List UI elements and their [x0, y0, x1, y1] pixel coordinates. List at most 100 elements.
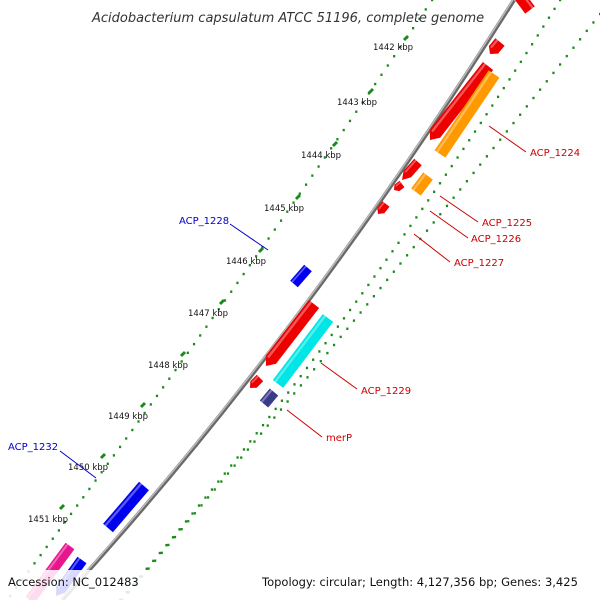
guide-dot: [519, 113, 522, 116]
gene-label-acp1229[interactable]: ACP_1229: [361, 386, 411, 397]
guide-dot: [236, 281, 239, 285]
gene-label-acp1228[interactable]: ACP_1228: [179, 216, 229, 227]
gene-arrow-1228[interactable]: [290, 264, 312, 288]
guide-dot: [233, 464, 236, 467]
guide-dot: [317, 165, 320, 168]
gene-arrow-top[interactable]: [513, 0, 535, 14]
gene-label-merp[interactable]: merP: [326, 433, 352, 444]
guide-dot: [33, 562, 36, 565]
guide-dot: [492, 146, 495, 150]
guide-dot: [220, 480, 223, 483]
guide-dot: [137, 420, 140, 423]
tick-mark: [294, 193, 302, 201]
guide-dot: [63, 520, 67, 524]
guide-dot: [217, 480, 220, 483]
guide-dot: [100, 470, 103, 474]
gene-arrow-1232[interactable]: [103, 481, 149, 533]
gene-arrow-1229-red[interactable]: [265, 300, 320, 366]
guide-dot: [112, 454, 116, 457]
gene-arrow-1224-red[interactable]: [429, 62, 494, 140]
gene-label-acp1232[interactable]: ACP_1232: [8, 442, 58, 453]
guide-dot: [505, 130, 508, 133]
tick-label-1451: 1451 kbp: [28, 515, 68, 525]
guide-dot: [372, 295, 375, 298]
guide-dot: [57, 529, 60, 532]
guide-dot: [200, 504, 203, 507]
gene-label-acp1225[interactable]: ACP_1225: [482, 218, 532, 229]
guide-dot: [411, 26, 415, 30]
guide-dot: [173, 535, 177, 539]
guide-dot: [274, 407, 277, 411]
guide-dot: [326, 351, 329, 355]
guide-dot: [293, 392, 296, 395]
tick-mark: [218, 298, 226, 306]
gene-label-acp1224[interactable]: ACP_1224: [530, 148, 580, 159]
guide-dot: [261, 423, 265, 427]
gene-label-acp1226[interactable]: ACP_1226: [471, 234, 521, 245]
tick-mark: [367, 87, 375, 95]
gene-arrow-1226-shine: [395, 181, 402, 187]
guide-dot: [553, 7, 556, 11]
guide-dot: [306, 376, 309, 379]
guide-dot: [267, 237, 270, 240]
guide-dot: [39, 553, 42, 557]
guide-dot: [485, 113, 488, 116]
gene-arrow-1229-cyan[interactable]: [272, 314, 334, 388]
guide-dot: [205, 325, 208, 328]
guide-dot: [579, 38, 582, 41]
guide-dot: [438, 182, 442, 185]
guide-dot: [456, 156, 459, 159]
guide-dot: [512, 121, 515, 125]
gene-arrow-1224-orange[interactable]: [434, 70, 500, 158]
gene-arrow-1226-orange[interactable]: [411, 172, 433, 196]
guide-dot: [399, 45, 402, 49]
guide-dot: [391, 250, 394, 253]
leader-acp1229: [320, 362, 358, 390]
gene-label-acp1227[interactable]: ACP_1227: [454, 258, 504, 269]
tick-mark: [402, 34, 410, 42]
guide-dot: [450, 164, 453, 168]
gene-arrow-1227[interactable]: [377, 201, 390, 214]
guide-dot: [286, 400, 289, 403]
guide-dot: [217, 308, 220, 311]
guide-dot: [445, 204, 449, 208]
guide-dot: [131, 428, 134, 432]
leader-acp1224: [488, 125, 527, 153]
guide-dot: [559, 63, 562, 66]
gene-arrow-merp[interactable]: [259, 388, 279, 408]
guide-dot: [572, 46, 575, 49]
gene-arrow-red-small-shine: [251, 375, 259, 384]
gene-arrow-1226[interactable]: [394, 180, 405, 192]
guide-dot: [226, 472, 230, 475]
gene-arrow-red-small[interactable]: [250, 374, 264, 388]
gene-arrow-1225[interactable]: [402, 158, 422, 180]
guide-dot: [178, 528, 181, 531]
guide-dot: [473, 130, 477, 133]
tick-mark: [99, 452, 107, 460]
guide-dot: [318, 350, 321, 353]
guide-dot: [292, 201, 295, 204]
tick-label-1446: 1446 kbp: [226, 257, 266, 267]
guide-dot: [508, 78, 511, 81]
gene-arrow-1223[interactable]: [488, 38, 505, 54]
guide-dot: [299, 374, 302, 378]
guide-dot: [147, 567, 150, 570]
tick-label-1443: 1443 kbp: [337, 98, 377, 108]
guide-dot: [485, 155, 488, 158]
guide-dot: [240, 456, 243, 459]
gene-arrow-1223-shine: [490, 39, 499, 49]
guide-dot: [439, 213, 442, 216]
guide-dot: [565, 54, 568, 58]
tick-label-1442: 1442 kbp: [373, 43, 413, 53]
guide-dot: [379, 266, 382, 270]
guide-dot: [361, 101, 364, 104]
guide-dot: [298, 192, 301, 195]
guide-dot: [230, 290, 233, 293]
guide-dot: [45, 545, 48, 549]
guide-dot: [149, 403, 152, 406]
guide-dot: [336, 325, 339, 328]
guide-dot: [536, 34, 539, 37]
guide-dot: [502, 86, 505, 90]
guide-dot: [392, 270, 395, 273]
